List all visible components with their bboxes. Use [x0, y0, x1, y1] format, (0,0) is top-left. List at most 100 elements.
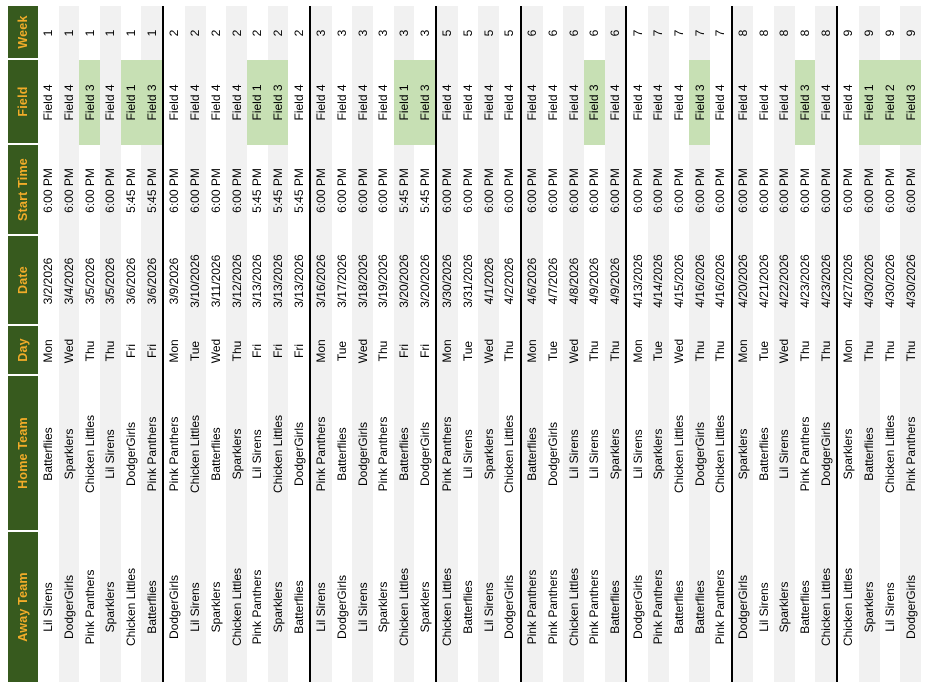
cell-date: 3/30/2026: [440, 254, 455, 308]
cell-home: DodgerGirls: [417, 421, 432, 487]
cell-home: Batterflies: [334, 427, 349, 481]
cell-day: Mon: [525, 339, 540, 363]
column-header-week: Week: [8, 6, 38, 60]
cell-field: Field 4: [818, 84, 833, 121]
cell-home: Lil Sirens: [777, 429, 792, 479]
cell-home: Chicken Littles: [882, 414, 897, 494]
cell-home: Lil Sirens: [461, 429, 476, 479]
cell-week: 6: [566, 29, 581, 37]
cell-away: Sparklers: [208, 581, 223, 633]
cell-time: 6:00 PM: [314, 168, 329, 213]
cell-week: 5: [461, 29, 476, 37]
game-row: DodgerGirls Sparklers Wed 3/4/2026 6:00 PM Fi…: [58, 6, 80, 682]
cell-home: Batterflies: [862, 427, 877, 481]
cell-away: Chicken Littles: [566, 567, 581, 647]
cell-date: 4/30/2026: [862, 254, 877, 308]
cell-field: Field 3: [79, 60, 101, 145]
cell-date: 3/2/2026: [41, 257, 56, 305]
cell-week: 7: [692, 29, 707, 37]
cell-date: 3/17/2026: [334, 254, 349, 308]
cell-away: DodgerGirls: [502, 574, 517, 640]
cell-date: 4/9/2026: [607, 257, 622, 305]
week-group-8: DodgerGirls Sparklers Mon 4/20/2026 6:00 PM F…: [730, 6, 837, 682]
cell-date: 4/22/2026: [777, 254, 792, 308]
game-row: Lil Sirens Batterflies Mon 3/2/2026 6:00 PM F…: [38, 6, 59, 682]
cell-time: 6:00 PM: [208, 168, 223, 213]
cell-away: Sparklers: [417, 581, 432, 633]
cell-time: 6:00 PM: [713, 168, 728, 213]
cell-away: Batterflies: [607, 580, 622, 634]
cell-time: 6:00 PM: [587, 168, 602, 213]
week-group-6: Pink Panthers Batterflies Mon 4/6/2026 6:00 …: [519, 6, 626, 682]
cell-home: DodgerGirls: [291, 421, 306, 487]
cell-home: Batterflies: [525, 427, 540, 481]
rotated-schedule-table: Away Team Home Team Day Date Start Time Field…: [8, 6, 925, 682]
column-header-away: Away Team: [16, 572, 30, 642]
cell-week: 6: [525, 29, 540, 37]
cell-date: 3/5/2026: [82, 257, 97, 305]
cell-home: Lil Sirens: [103, 429, 118, 479]
cell-date: 3/13/2026: [291, 254, 306, 308]
game-row: Lil Sirens DodgerGirls Wed 3/18/2026 6:00 PM…: [352, 6, 373, 682]
game-row: Sparklers Batterflies Wed 3/11/2026 6:00 PM F…: [205, 6, 227, 682]
cell-field: Field 4: [481, 84, 496, 121]
cell-field: Field 4: [566, 84, 581, 121]
cell-day: Wed: [671, 338, 686, 364]
cell-date: 3/5/2026: [103, 257, 118, 305]
table-header-row: Away Team Home Team Day Date Start Time Field…: [8, 6, 38, 682]
cell-home: Chicken Littles: [713, 414, 728, 494]
game-row: Batterflies Pink Panthers Thu 4/23/2026 6:00…: [794, 6, 816, 682]
cell-week: 9: [841, 29, 856, 37]
cell-time: 6:00 PM: [818, 168, 833, 213]
cell-field: Field 4: [545, 84, 560, 121]
game-row: Chicken Littles Lil Sirens Wed 4/8/2026 6:00…: [563, 6, 584, 682]
cell-week: 1: [41, 29, 56, 37]
cell-date: 4/16/2026: [713, 254, 728, 308]
cell-field: Field 4: [62, 84, 77, 121]
cell-time: 6:00 PM: [756, 168, 771, 213]
cell-week: 3: [397, 29, 412, 37]
cell-field: Field 3: [794, 60, 816, 145]
cell-day: Thu: [587, 340, 602, 362]
column-header-home: Home Team: [8, 376, 38, 532]
cell-week: 2: [229, 29, 244, 37]
cell-time: 6:00 PM: [882, 168, 897, 213]
game-row: Batterflies DodgerGirls Fri 3/13/2026 5:45 P…: [288, 6, 309, 682]
cell-week: 8: [756, 29, 771, 37]
cell-home: Pink Panthers: [903, 416, 918, 492]
cell-home: Sparklers: [62, 428, 77, 480]
cell-home: Sparklers: [229, 428, 244, 480]
game-row: Batterflies Pink Panthers Fri 3/6/2026 5:45 …: [141, 6, 163, 682]
cell-away: Pink Panthers: [250, 569, 265, 645]
cell-day: Thu: [903, 340, 918, 362]
cell-day: Wed: [777, 338, 792, 364]
cell-field: Field 4: [291, 84, 306, 121]
cell-day: Thu: [862, 340, 877, 362]
game-row: Lil Sirens Pink Panthers Mon 3/16/2026 6:00 …: [310, 6, 332, 682]
cell-day: Mon: [314, 339, 329, 363]
cell-home: Sparklers: [651, 428, 666, 480]
cell-home: Lil Sirens: [250, 429, 265, 479]
cell-home: Batterflies: [41, 427, 56, 481]
cell-week: 2: [291, 29, 306, 37]
game-row: Sparklers DodgerGirls Fri 3/20/2026 5:45 PM F…: [414, 6, 436, 682]
cell-home: Pink Panthers: [440, 416, 455, 492]
cell-field: Field 3: [414, 60, 436, 145]
column-header-field: Field: [8, 60, 38, 145]
cell-away: Chicken Littles: [397, 567, 412, 647]
cell-week: 8: [798, 29, 813, 37]
cell-field: Field 4: [630, 84, 645, 121]
game-row: Batterflies Chicken Littles Wed 4/15/2026 6:…: [668, 6, 690, 682]
game-row: DodgerGirls Chicken Littles Thu 4/2/2026 6:0…: [499, 6, 520, 682]
cell-away: Batterflies: [671, 580, 686, 634]
cell-day: Tue: [461, 340, 476, 362]
game-row: Pink Panthers Chicken Littles Thu 3/5/2026 6…: [79, 6, 101, 682]
cell-home: DodgerGirls: [692, 421, 707, 487]
cell-field: Field 4: [167, 84, 182, 121]
cell-day: Fri: [124, 344, 139, 358]
cell-day: Fri: [417, 344, 432, 358]
game-row: Pink Panthers Batterflies Mon 4/6/2026 6:00 …: [521, 6, 543, 682]
cell-date: 4/7/2026: [545, 257, 560, 305]
cell-field: Field 4: [651, 84, 666, 121]
cell-day: Wed: [62, 338, 77, 364]
